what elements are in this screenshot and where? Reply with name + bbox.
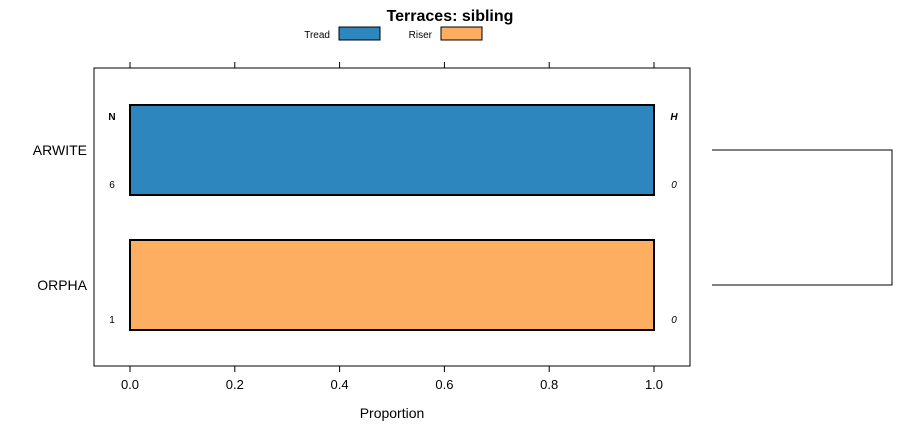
x-tick-label: 0.8 xyxy=(540,377,558,392)
n-value: 1 xyxy=(109,315,115,326)
h-column-header: H xyxy=(670,112,678,123)
x-tick-label: 0.0 xyxy=(121,377,139,392)
x-tick-label: 0.2 xyxy=(226,377,244,392)
legend-swatch-tread xyxy=(338,26,381,41)
x-axis-label: Proportion xyxy=(360,405,425,421)
dendrogram xyxy=(712,149,893,286)
n-value: 6 xyxy=(109,180,115,191)
x-tick-label: 0.6 xyxy=(435,377,453,392)
h-value: 0 xyxy=(671,315,677,326)
chart-title: Terraces: sibling xyxy=(387,8,514,25)
dendrogram-link xyxy=(712,149,893,286)
x-tick-label: 1.0 xyxy=(645,377,663,392)
legend-label-tread: Tread xyxy=(304,30,330,41)
h-value: 0 xyxy=(671,180,677,191)
side-columns: N H 6 1 0 0 xyxy=(108,112,678,326)
legend-label-riser: Riser xyxy=(409,30,433,41)
legend: Tread Riser xyxy=(304,26,483,41)
category-label: ARWITE xyxy=(33,142,87,158)
bar-riser-orpha xyxy=(129,239,655,331)
x-axis: 0.0 0.2 0.4 0.6 0.8 1.0 xyxy=(121,62,663,392)
category-label: ORPHA xyxy=(37,277,87,293)
x-tick-label: 0.4 xyxy=(331,377,349,392)
bar-tread-arwite xyxy=(129,104,655,196)
n-column-header: N xyxy=(108,112,115,123)
bars: ARWITE ORPHA xyxy=(33,104,655,331)
legend-swatch-riser xyxy=(440,26,483,41)
plot-frame xyxy=(93,67,691,367)
